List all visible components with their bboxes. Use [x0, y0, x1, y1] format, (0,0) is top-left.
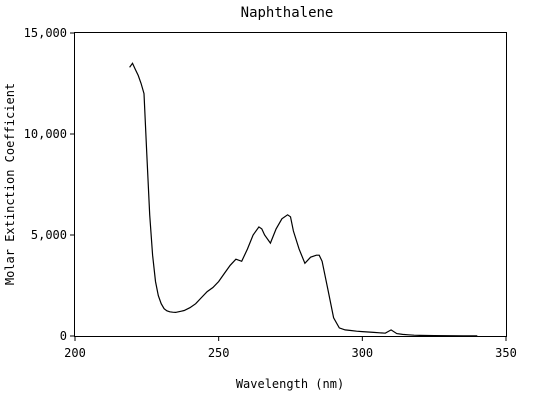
x-axis-title: Wavelength (nm)	[236, 377, 344, 391]
x-tick-label: 200	[64, 346, 86, 360]
y-tick-label: 5,000	[31, 228, 67, 242]
y-tick-label: 10,000	[24, 127, 67, 141]
y-axis-title: Molar Extinction Coefficient	[3, 83, 17, 285]
y-axis: 0 5,000 10,000 15,000	[24, 26, 75, 343]
x-axis: 200 250 300 350	[64, 336, 517, 360]
x-tick-label: 350	[495, 346, 517, 360]
x-tick-label: 250	[208, 346, 230, 360]
y-tick-label: 0	[60, 329, 67, 343]
x-tick-label: 300	[351, 346, 373, 360]
chart-title: Naphthalene	[241, 5, 334, 21]
plot-frame	[74, 32, 507, 337]
spectrum-line	[129, 62, 478, 337]
y-tick-label: 15,000	[24, 26, 67, 40]
